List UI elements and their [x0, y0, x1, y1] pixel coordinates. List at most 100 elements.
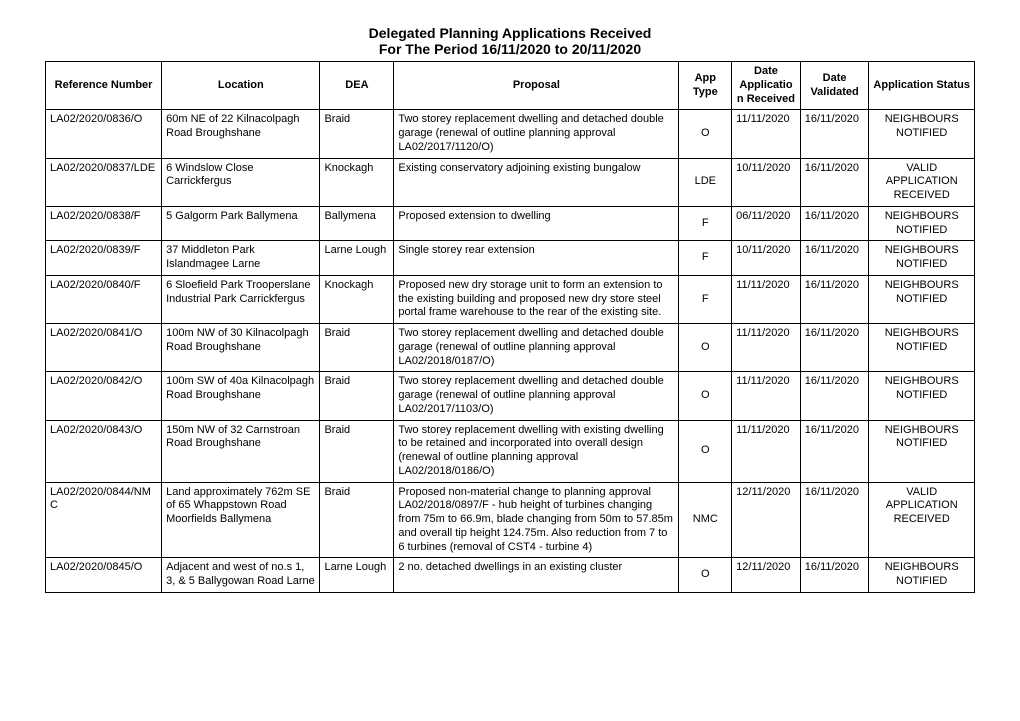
cell-dea: Braid: [320, 324, 394, 372]
cell-location: 6 Sloefield Park Trooperslane Industrial…: [162, 275, 320, 323]
cell-dea: Knockagh: [320, 158, 394, 206]
cell-date-validated: 16/11/2020: [800, 110, 869, 158]
table-row: LA02/2020/0843/O150m NW of 32 Carnstroan…: [46, 420, 975, 482]
cell-proposal: Proposed non-material change to planning…: [394, 482, 679, 558]
cell-status: NEIGHBOURS NOTIFIED: [869, 420, 975, 482]
cell-proposal: Two storey replacement dwelling and deta…: [394, 372, 679, 420]
cell-location: 60m NE of 22 Kilnacolpagh Road Broughsha…: [162, 110, 320, 158]
cell-ref: LA02/2020/0844/NMC: [46, 482, 162, 558]
cell-app-type: O: [679, 558, 732, 593]
cell-status: NEIGHBOURS NOTIFIED: [869, 558, 975, 593]
cell-app-type: O: [679, 324, 732, 372]
table-row: LA02/2020/0836/O60m NE of 22 Kilnacolpag…: [46, 110, 975, 158]
cell-ref: LA02/2020/0841/O: [46, 324, 162, 372]
cell-app-type: O: [679, 372, 732, 420]
table-row: LA02/2020/0845/OAdjacent and west of no.…: [46, 558, 975, 593]
cell-app-type: F: [679, 241, 732, 276]
cell-proposal: Two storey replacement dwelling and deta…: [394, 110, 679, 158]
table-row: LA02/2020/0837/LDE6 Windslow Close Carri…: [46, 158, 975, 206]
cell-status: NEIGHBOURS NOTIFIED: [869, 241, 975, 276]
cell-location: 37 Middleton Park Islandmagee Larne: [162, 241, 320, 276]
col-header-proposal: Proposal: [394, 62, 679, 110]
table-row: LA02/2020/0844/NMCLand approximately 762…: [46, 482, 975, 558]
cell-date-received: 11/11/2020: [732, 420, 801, 482]
cell-app-type: F: [679, 275, 732, 323]
cell-date-received: 11/11/2020: [732, 110, 801, 158]
page-title: Delegated Planning Applications Received…: [45, 25, 975, 57]
cell-proposal: Existing conservatory adjoining existing…: [394, 158, 679, 206]
cell-date-validated: 16/11/2020: [800, 241, 869, 276]
cell-date-received: 11/11/2020: [732, 275, 801, 323]
cell-date-validated: 16/11/2020: [800, 558, 869, 593]
cell-dea: Larne Lough: [320, 558, 394, 593]
cell-location: 100m SW of 40a Kilnacolpagh Road Broughs…: [162, 372, 320, 420]
table-row: LA02/2020/0841/O100m NW of 30 Kilnacolpa…: [46, 324, 975, 372]
cell-location: 6 Windslow Close Carrickfergus: [162, 158, 320, 206]
cell-date-validated: 16/11/2020: [800, 482, 869, 558]
cell-date-received: 10/11/2020: [732, 158, 801, 206]
col-header-apptype: App Type: [679, 62, 732, 110]
table-body: LA02/2020/0836/O60m NE of 22 Kilnacolpag…: [46, 110, 975, 593]
cell-location: 5 Galgorm Park Ballymena: [162, 206, 320, 241]
cell-status: NEIGHBOURS NOTIFIED: [869, 110, 975, 158]
cell-dea: Braid: [320, 420, 394, 482]
cell-proposal: Two storey replacement dwelling and deta…: [394, 324, 679, 372]
table-row: LA02/2020/0838/F5 Galgorm Park Ballymena…: [46, 206, 975, 241]
cell-status: VALID APPLICATION RECEIVED: [869, 482, 975, 558]
cell-proposal: Proposed extension to dwelling: [394, 206, 679, 241]
cell-date-received: 11/11/2020: [732, 324, 801, 372]
cell-date-validated: 16/11/2020: [800, 324, 869, 372]
col-header-dateval: Date Validated: [800, 62, 869, 110]
title-line-1: Delegated Planning Applications Received: [45, 25, 975, 41]
cell-location: Land approximately 762m SE of 65 Whappst…: [162, 482, 320, 558]
title-line-2: For The Period 16/11/2020 to 20/11/2020: [45, 41, 975, 57]
cell-date-received: 12/11/2020: [732, 482, 801, 558]
cell-app-type: O: [679, 110, 732, 158]
cell-dea: Braid: [320, 110, 394, 158]
table-row: LA02/2020/0839/F37 Middleton Park Island…: [46, 241, 975, 276]
cell-app-type: O: [679, 420, 732, 482]
cell-dea: Ballymena: [320, 206, 394, 241]
cell-date-received: 06/11/2020: [732, 206, 801, 241]
cell-status: NEIGHBOURS NOTIFIED: [869, 324, 975, 372]
cell-ref: LA02/2020/0836/O: [46, 110, 162, 158]
cell-ref: LA02/2020/0838/F: [46, 206, 162, 241]
cell-ref: LA02/2020/0839/F: [46, 241, 162, 276]
cell-date-validated: 16/11/2020: [800, 158, 869, 206]
cell-date-validated: 16/11/2020: [800, 420, 869, 482]
cell-date-received: 10/11/2020: [732, 241, 801, 276]
col-header-dea: DEA: [320, 62, 394, 110]
table-row: LA02/2020/0840/F6 Sloefield Park Trooper…: [46, 275, 975, 323]
cell-app-type: NMC: [679, 482, 732, 558]
cell-dea: Knockagh: [320, 275, 394, 323]
cell-dea: Braid: [320, 482, 394, 558]
cell-app-type: LDE: [679, 158, 732, 206]
cell-app-type: F: [679, 206, 732, 241]
cell-status: NEIGHBOURS NOTIFIED: [869, 372, 975, 420]
cell-ref: LA02/2020/0843/O: [46, 420, 162, 482]
col-header-daterec: Date Application Received: [732, 62, 801, 110]
cell-proposal: Single storey rear extension: [394, 241, 679, 276]
applications-table: Reference Number Location DEA Proposal A…: [45, 61, 975, 593]
cell-dea: Braid: [320, 372, 394, 420]
cell-location: 100m NW of 30 Kilnacolpagh Road Broughsh…: [162, 324, 320, 372]
table-row: LA02/2020/0842/O100m SW of 40a Kilnacolp…: [46, 372, 975, 420]
cell-proposal: Proposed new dry storage unit to form an…: [394, 275, 679, 323]
cell-ref: LA02/2020/0840/F: [46, 275, 162, 323]
cell-date-validated: 16/11/2020: [800, 372, 869, 420]
cell-status: NEIGHBOURS NOTIFIED: [869, 275, 975, 323]
cell-proposal: 2 no. detached dwellings in an existing …: [394, 558, 679, 593]
cell-date-received: 11/11/2020: [732, 372, 801, 420]
cell-ref: LA02/2020/0842/O: [46, 372, 162, 420]
cell-date-received: 12/11/2020: [732, 558, 801, 593]
cell-location: Adjacent and west of no.s 1, 3, & 5 Ball…: [162, 558, 320, 593]
cell-date-validated: 16/11/2020: [800, 275, 869, 323]
col-header-location: Location: [162, 62, 320, 110]
cell-date-validated: 16/11/2020: [800, 206, 869, 241]
cell-dea: Larne Lough: [320, 241, 394, 276]
cell-proposal: Two storey replacement dwelling with exi…: [394, 420, 679, 482]
cell-status: VALID APPLICATION RECEIVED: [869, 158, 975, 206]
cell-ref: LA02/2020/0837/LDE: [46, 158, 162, 206]
table-header: Reference Number Location DEA Proposal A…: [46, 62, 975, 110]
cell-status: NEIGHBOURS NOTIFIED: [869, 206, 975, 241]
